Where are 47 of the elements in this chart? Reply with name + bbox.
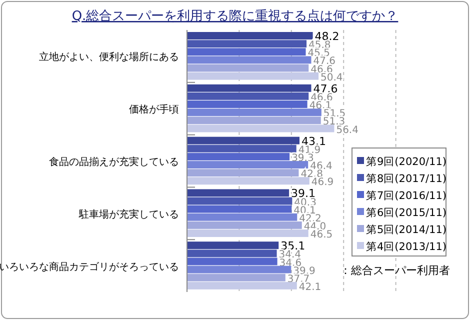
bar: [187, 64, 309, 72]
bar: [187, 136, 300, 144]
y-tick-label: 立地がよい、便利な場所にある: [39, 51, 179, 64]
annotation: ：総合スーパー利用者: [340, 264, 450, 277]
legend-label: 第6回(2015/11): [366, 207, 446, 219]
bar: [187, 56, 312, 64]
bar: [187, 108, 322, 116]
data-label: 42.1: [298, 282, 322, 293]
bar: [187, 205, 292, 213]
bar: [187, 100, 308, 108]
bar: [187, 213, 298, 221]
bar: [187, 72, 319, 80]
bar: [187, 116, 321, 124]
bar: [187, 40, 307, 48]
legend-label: 第7回(2016/11): [366, 190, 446, 202]
bar: [187, 189, 290, 197]
bar: [187, 161, 308, 168]
bar: [187, 258, 278, 266]
bar: [187, 169, 299, 177]
bar: [187, 144, 296, 152]
data-label: 56.4: [336, 124, 358, 136]
bar: [187, 84, 312, 92]
bar: [187, 266, 292, 274]
bar: [187, 250, 277, 258]
bar: [187, 92, 309, 100]
bar: [187, 152, 290, 160]
legend-label: 第5回(2014/11): [366, 224, 446, 236]
data-label: 50.4: [320, 72, 343, 84]
bar: [187, 177, 310, 185]
bar: [187, 32, 313, 40]
y-tick-label: 食品の品揃えが充実している: [49, 156, 179, 168]
data-label: 46.5: [310, 230, 333, 241]
legend-label: 第9回(2020/11): [366, 156, 446, 168]
bar: [187, 242, 279, 250]
bar: [187, 282, 297, 290]
y-tick-label: 駐車場が充実している: [78, 208, 179, 220]
y-tick-label: いろいろな商品カテゴリがそろっている: [0, 260, 179, 273]
y-tick-label: 価格が手頃: [129, 104, 179, 116]
legend-label: 第8回(2017/11): [366, 173, 446, 185]
legend-label: 第4回(2013/11): [366, 241, 446, 253]
bar: [187, 124, 334, 132]
chart-title: Q.総合スーパーを利用する際に重視する点は何ですか？: [72, 9, 398, 24]
bar: [187, 48, 306, 56]
bar: [187, 274, 286, 282]
bar: [187, 230, 308, 237]
bar: [187, 221, 302, 229]
bar: [187, 197, 292, 205]
